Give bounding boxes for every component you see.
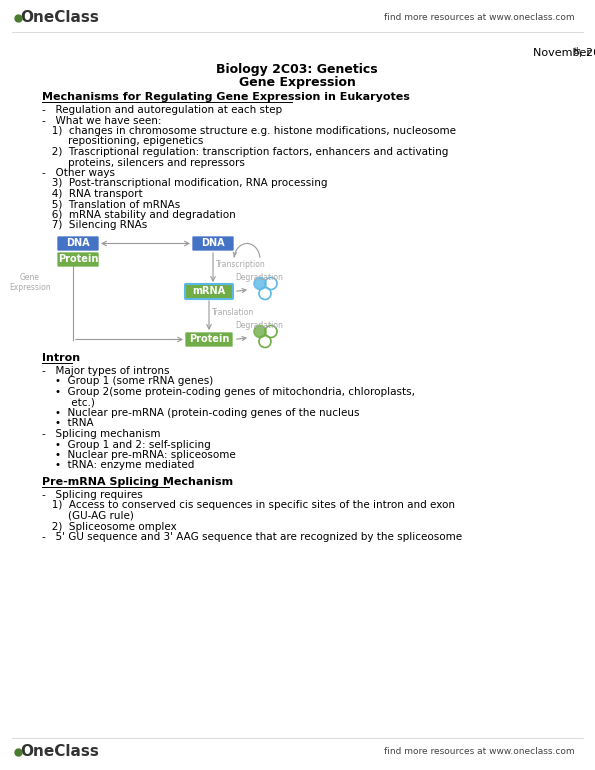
Text: 7)  Silencing RNAs: 7) Silencing RNAs [42, 220, 147, 230]
Text: etc.): etc.) [42, 397, 95, 407]
Text: -   Splicing requires: - Splicing requires [42, 490, 143, 500]
Text: 3)  Post-transcriptional modification, RNA processing: 3) Post-transcriptional modification, RN… [42, 179, 327, 189]
FancyBboxPatch shape [185, 284, 233, 299]
FancyBboxPatch shape [57, 236, 99, 251]
Text: •  tRNA: • tRNA [42, 419, 93, 428]
Text: 2)  Spliceosome omplex: 2) Spliceosome omplex [42, 521, 177, 531]
Text: -   5' GU sequence and 3' AAG sequence that are recognized by the spliceosome: - 5' GU sequence and 3' AAG sequence tha… [42, 532, 462, 542]
Text: -   Other ways: - Other ways [42, 168, 115, 178]
Text: Degradation: Degradation [235, 273, 283, 283]
Text: •  Group 1 and 2: self-splicing: • Group 1 and 2: self-splicing [42, 440, 211, 450]
FancyBboxPatch shape [185, 332, 233, 347]
Text: Intron: Intron [42, 353, 80, 363]
Text: find more resources at www.oneclass.com: find more resources at www.oneclass.com [384, 14, 575, 22]
Text: 4)  RNA transport: 4) RNA transport [42, 189, 143, 199]
Text: -   Splicing mechanism: - Splicing mechanism [42, 429, 161, 439]
Text: November 5: November 5 [533, 48, 595, 58]
Text: Gene Expression: Gene Expression [239, 76, 355, 89]
Text: mRNA: mRNA [192, 286, 226, 296]
Text: 6)  mRNA stability and degradation: 6) mRNA stability and degradation [42, 210, 236, 220]
Text: 1)  changes in chromosome structure e.g. histone modifications, nucleosome: 1) changes in chromosome structure e.g. … [42, 126, 456, 136]
Text: repositioning, epigenetics: repositioning, epigenetics [42, 136, 203, 146]
Text: Gene
Expression: Gene Expression [9, 273, 51, 293]
Text: Biology 2C03: Genetics: Biology 2C03: Genetics [216, 63, 378, 76]
Text: Pre-mRNA Splicing Mechanism: Pre-mRNA Splicing Mechanism [42, 477, 233, 487]
Text: DNA: DNA [66, 239, 90, 249]
Text: 1)  Access to conserved cis sequences in specific sites of the intron and exon: 1) Access to conserved cis sequences in … [42, 500, 455, 511]
Text: (GU-AG rule): (GU-AG rule) [42, 511, 134, 521]
Text: Protein: Protein [189, 334, 229, 344]
Circle shape [254, 277, 266, 290]
Text: 2)  Trascriptional regulation: transcription factors, enhancers and activating: 2) Trascriptional regulation: transcript… [42, 147, 449, 157]
Text: OneClass: OneClass [20, 11, 99, 25]
FancyBboxPatch shape [192, 236, 234, 251]
Text: -   Regulation and autoregulation at each step: - Regulation and autoregulation at each … [42, 105, 282, 115]
Text: •  tRNA: enzyme mediated: • tRNA: enzyme mediated [42, 460, 195, 470]
Text: 5)  Translation of mRNAs: 5) Translation of mRNAs [42, 199, 180, 209]
Text: •  Group 1 (some rRNA genes): • Group 1 (some rRNA genes) [42, 377, 213, 387]
Text: DNA: DNA [201, 239, 225, 249]
Text: Transcription: Transcription [216, 260, 266, 269]
Text: Degradation: Degradation [235, 322, 283, 330]
Text: Protein: Protein [58, 255, 98, 265]
Text: •  Nuclear pre-mRNA: spliceosome: • Nuclear pre-mRNA: spliceosome [42, 450, 236, 460]
FancyBboxPatch shape [57, 252, 99, 267]
Text: proteins, silencers and repressors: proteins, silencers and repressors [42, 158, 245, 168]
Text: OneClass: OneClass [20, 745, 99, 759]
Text: , 2013: , 2013 [579, 48, 595, 58]
Text: -   What we have seen:: - What we have seen: [42, 116, 161, 126]
Text: •  Group 2(some protein-coding genes of mitochondria, chloroplasts,: • Group 2(some protein-coding genes of m… [42, 387, 415, 397]
Text: th: th [574, 46, 582, 55]
Text: find more resources at www.oneclass.com: find more resources at www.oneclass.com [384, 748, 575, 756]
Text: •  Nuclear pre-mRNA (protein-coding genes of the nucleus: • Nuclear pre-mRNA (protein-coding genes… [42, 408, 359, 418]
Circle shape [254, 326, 266, 337]
Text: -   Major types of introns: - Major types of introns [42, 366, 170, 376]
Text: Translation: Translation [212, 308, 254, 317]
Text: Mechanisms for Regulating Gene Expression in Eukaryotes: Mechanisms for Regulating Gene Expressio… [42, 92, 410, 102]
